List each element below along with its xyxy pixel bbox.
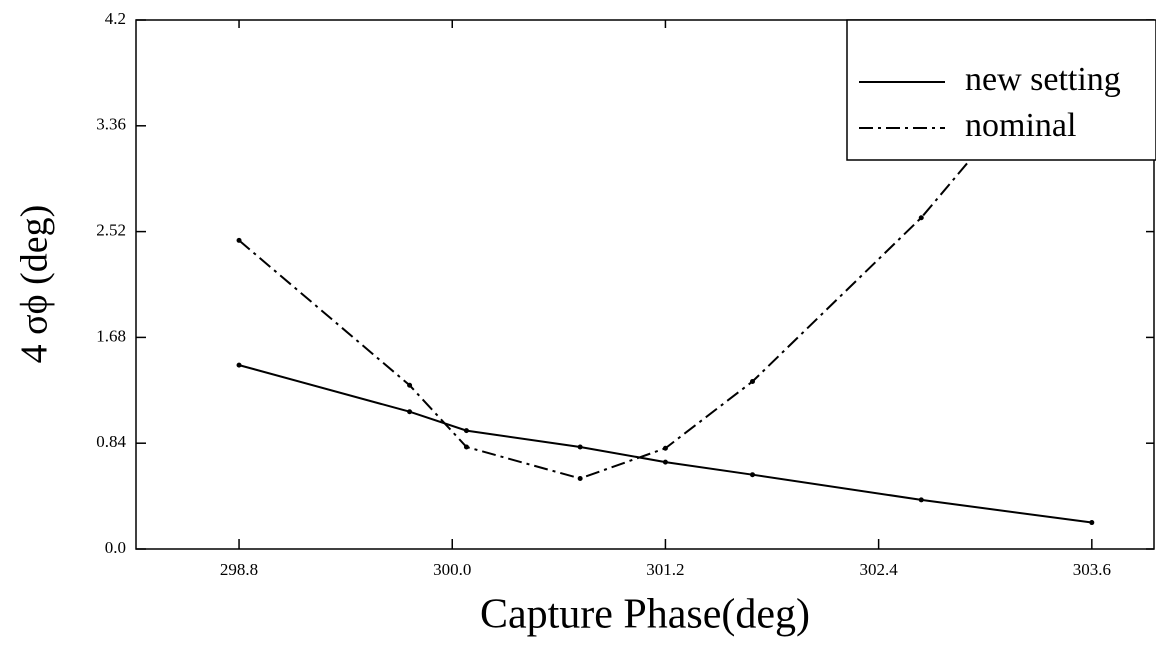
y-axis-label: 4 σϕ (deg) xyxy=(14,205,56,364)
legend-box xyxy=(846,19,1156,161)
x-tick-label: 302.4 xyxy=(859,560,898,579)
x-tick-label: 301.2 xyxy=(646,560,684,579)
y-tick-label: 0.84 xyxy=(96,432,126,451)
series-line xyxy=(238,364,1092,524)
data-point xyxy=(577,475,583,481)
y-tick-label: 4.2 xyxy=(105,9,126,28)
plot-area xyxy=(236,118,1095,526)
y-tick-label: 3.36 xyxy=(96,115,126,134)
x-axis-label: Capture Phase(deg) xyxy=(480,592,810,638)
x-tick-label: 303.6 xyxy=(1073,560,1111,579)
data-point xyxy=(463,428,469,434)
legend-label: new setting xyxy=(965,61,1121,98)
y-tick-label: 0.0 xyxy=(105,538,126,557)
y-tick-label: 2.52 xyxy=(96,221,126,240)
legend-label: nominal xyxy=(965,107,1076,144)
x-tick-label: 298.8 xyxy=(220,560,258,579)
data-point xyxy=(577,444,583,450)
data-point xyxy=(918,215,924,221)
data-point xyxy=(918,497,924,503)
data-point xyxy=(407,409,413,415)
plot-frame xyxy=(135,19,1155,550)
x-tick-label: 300.0 xyxy=(433,560,471,579)
data-point xyxy=(1089,520,1095,526)
data-point xyxy=(463,444,469,450)
data-point xyxy=(749,378,755,384)
data-point xyxy=(407,382,413,388)
data-point xyxy=(236,362,242,368)
data-point xyxy=(749,472,755,478)
series-line xyxy=(238,120,1004,480)
data-point xyxy=(662,445,668,451)
data-point xyxy=(662,459,668,465)
data-point xyxy=(236,237,242,243)
y-tick-label: 1.68 xyxy=(96,326,126,345)
